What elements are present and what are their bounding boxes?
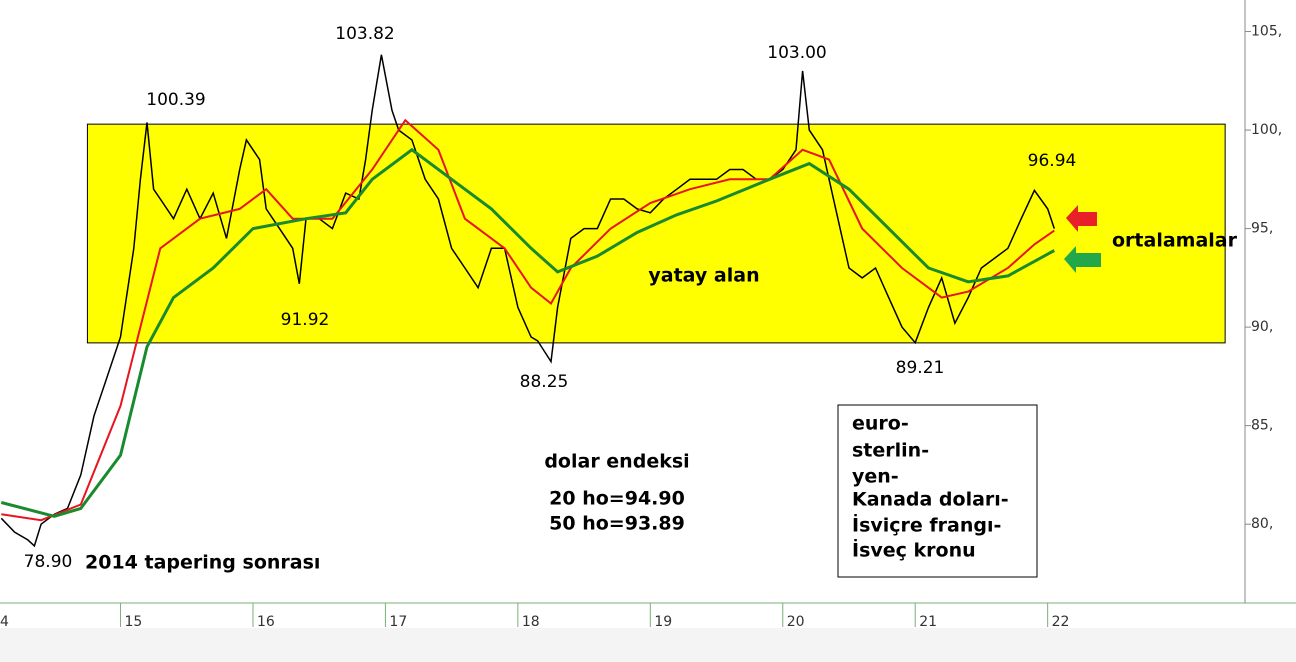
series-line	[0, 147, 1056, 518]
y-tick-label: 100,	[1251, 122, 1282, 138]
y-tick-label: 90,	[1251, 319, 1273, 335]
x-tick-label: 4	[0, 614, 9, 630]
x-tick-label: 16	[257, 614, 275, 630]
box-line: İsviçre frangı-	[852, 513, 1001, 537]
series-line	[0, 54, 1056, 548]
x-tick-label: 18	[522, 614, 540, 630]
annotation: 50 ho=93.89	[549, 513, 685, 535]
annotation: 100.39	[146, 90, 205, 110]
y-tick-label: 105,	[1251, 24, 1282, 40]
y-tick-label: 95,	[1251, 221, 1273, 237]
x-tick-label: 20	[787, 614, 805, 630]
scroll-strip	[0, 628, 1296, 662]
annotation: 78.90	[24, 552, 73, 572]
annotation: 2014 tapering sonrası	[85, 552, 320, 574]
series-line	[1, 118, 1055, 522]
annotation: 89.21	[896, 358, 945, 378]
x-tick-label: 17	[389, 614, 407, 630]
annotation: 20 ho=94.90	[549, 488, 685, 510]
range-band	[86, 123, 1226, 344]
box-line: euro-	[852, 413, 909, 435]
annotation: 96.94	[1028, 151, 1077, 171]
annotation: ortalamalar	[1112, 230, 1238, 252]
y-tick-label: 80,	[1251, 516, 1273, 532]
annotation: 103.00	[767, 43, 826, 63]
box-line: yen-	[852, 466, 899, 488]
box-line: Kanada doları-	[852, 489, 1009, 511]
box-line: sterlin-	[852, 440, 929, 462]
currency-box	[837, 404, 1038, 578]
x-tick-label: 19	[654, 614, 672, 630]
annotation: yatay alan	[648, 265, 759, 287]
y-tick-label: 85,	[1251, 418, 1273, 434]
annotation: 91.92	[281, 310, 330, 330]
box-line: İsveç kronu	[852, 538, 976, 562]
annotation: dolar endeksi	[544, 451, 689, 473]
annotation: 88.25	[520, 372, 569, 392]
x-tick-label: 22	[1052, 614, 1070, 630]
green-arrow	[1064, 246, 1101, 273]
red-arrow	[1066, 205, 1097, 232]
annotation: 103.82	[335, 24, 394, 44]
x-tick-label: 21	[919, 614, 937, 630]
x-tick-label: 15	[125, 614, 143, 630]
